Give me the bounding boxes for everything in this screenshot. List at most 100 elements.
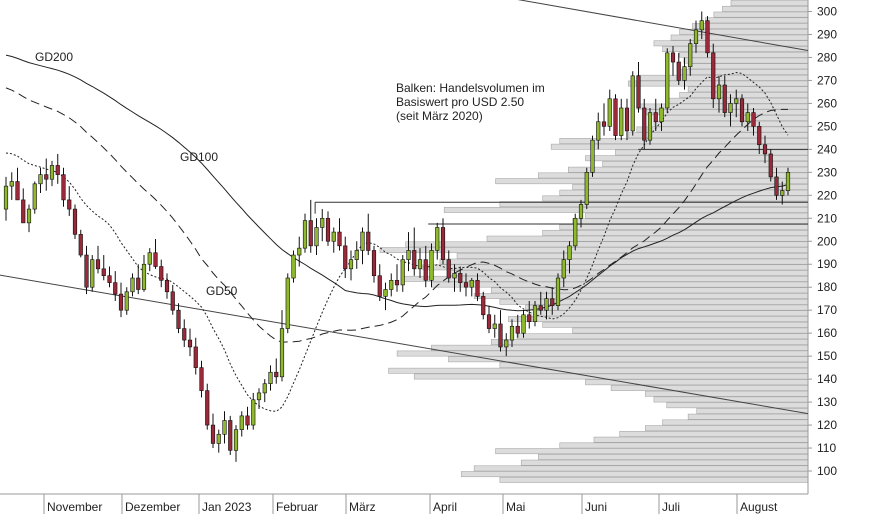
candle-body <box>325 217 331 242</box>
volume-bar <box>670 34 809 41</box>
volume-bar <box>559 442 809 449</box>
volume-bar <box>495 448 809 455</box>
candle-body <box>216 433 221 444</box>
candle-body <box>676 61 681 81</box>
volume-bar <box>585 212 809 219</box>
y-tick-label: 100 <box>817 464 837 478</box>
candle-body <box>3 185 9 210</box>
candle-body <box>279 328 285 378</box>
candle-body <box>762 144 768 155</box>
candle-body <box>653 112 658 123</box>
candle-body <box>544 298 549 311</box>
candle-body <box>199 367 204 391</box>
candle-body <box>239 415 244 430</box>
candle-body <box>72 208 78 235</box>
y-tick-label: 200 <box>817 234 837 248</box>
candle-body <box>95 259 101 270</box>
candle-body <box>745 112 750 123</box>
y-tick-label: 170 <box>817 303 837 317</box>
volume-bar <box>572 327 809 334</box>
ma-line-gd100 <box>5 87 788 343</box>
volume-bar <box>443 206 809 213</box>
candle-body <box>354 250 359 260</box>
volume-bar <box>499 362 809 368</box>
candle-body <box>659 107 664 123</box>
volume-bar <box>662 115 809 121</box>
x-tick-label: November <box>47 500 102 514</box>
volume-bar <box>538 453 809 460</box>
candle-body <box>532 305 538 322</box>
y-tick-label: 240 <box>817 142 837 156</box>
candle-body <box>722 84 727 113</box>
volume-bar <box>692 23 809 30</box>
candle-body <box>394 280 400 286</box>
candle-body <box>446 259 451 279</box>
candle-body <box>406 250 411 260</box>
candle-body <box>366 231 371 251</box>
volume-bar <box>585 155 809 162</box>
candle-body <box>153 252 158 267</box>
candle-body <box>400 259 405 286</box>
volume-bar <box>542 195 809 202</box>
candle-body <box>268 371 273 385</box>
candle-body <box>228 420 233 451</box>
candle-body <box>739 98 745 123</box>
candle-body <box>550 298 555 306</box>
candle-body <box>538 305 543 311</box>
candle-body <box>107 275 112 283</box>
volume-bar <box>473 465 809 472</box>
plot-frame <box>0 0 809 495</box>
candle-body <box>262 383 267 394</box>
candle-body <box>26 208 32 224</box>
candle-body <box>182 328 187 341</box>
candle-body <box>90 259 95 288</box>
candle-body <box>15 181 20 201</box>
candle-body <box>348 259 354 270</box>
candle-body <box>596 121 601 141</box>
volume-bar <box>602 161 809 167</box>
candle-body <box>38 174 43 185</box>
candle-body <box>757 126 762 146</box>
candle-body <box>780 190 785 196</box>
candle-body <box>285 277 290 329</box>
volume-bar <box>431 344 809 351</box>
candle-body <box>222 420 227 435</box>
candle-body <box>693 29 699 44</box>
candle-body <box>527 314 532 322</box>
candle-body <box>636 75 641 109</box>
volume-bar <box>448 270 809 277</box>
candlesticks <box>3 11 791 462</box>
y-tick-label: 270 <box>817 73 837 87</box>
volume-bar <box>704 17 809 24</box>
candle-body <box>498 323 503 348</box>
volume-bar <box>593 436 809 443</box>
candle-body <box>475 280 480 297</box>
candle-body <box>642 107 647 141</box>
y-tick-label: 230 <box>817 165 837 179</box>
x-tick-label: April <box>433 500 457 514</box>
candle-body <box>711 52 716 100</box>
candle-body <box>113 282 118 295</box>
candle-body <box>613 98 618 136</box>
y-tick-label: 250 <box>817 119 837 133</box>
candle-body <box>170 291 175 311</box>
volume-bar <box>490 339 809 345</box>
candle-body <box>452 273 457 279</box>
candle-body <box>555 277 561 306</box>
candle-body <box>481 296 486 316</box>
trend-line <box>517 0 809 52</box>
candle-body <box>435 227 440 251</box>
y-tick-label: 160 <box>817 326 837 340</box>
candle-body <box>130 277 135 293</box>
candle-body <box>251 399 256 426</box>
candle-body <box>573 217 578 247</box>
volume-bar <box>683 57 809 64</box>
candle-body <box>429 250 434 281</box>
candle-body <box>205 390 210 426</box>
candle-body <box>412 250 417 270</box>
volume-bar <box>490 287 809 294</box>
volume-bar <box>461 471 809 478</box>
x-tick-label: Mai <box>506 500 525 514</box>
y-tick-label: 300 <box>817 4 837 18</box>
candle-body <box>360 231 365 251</box>
